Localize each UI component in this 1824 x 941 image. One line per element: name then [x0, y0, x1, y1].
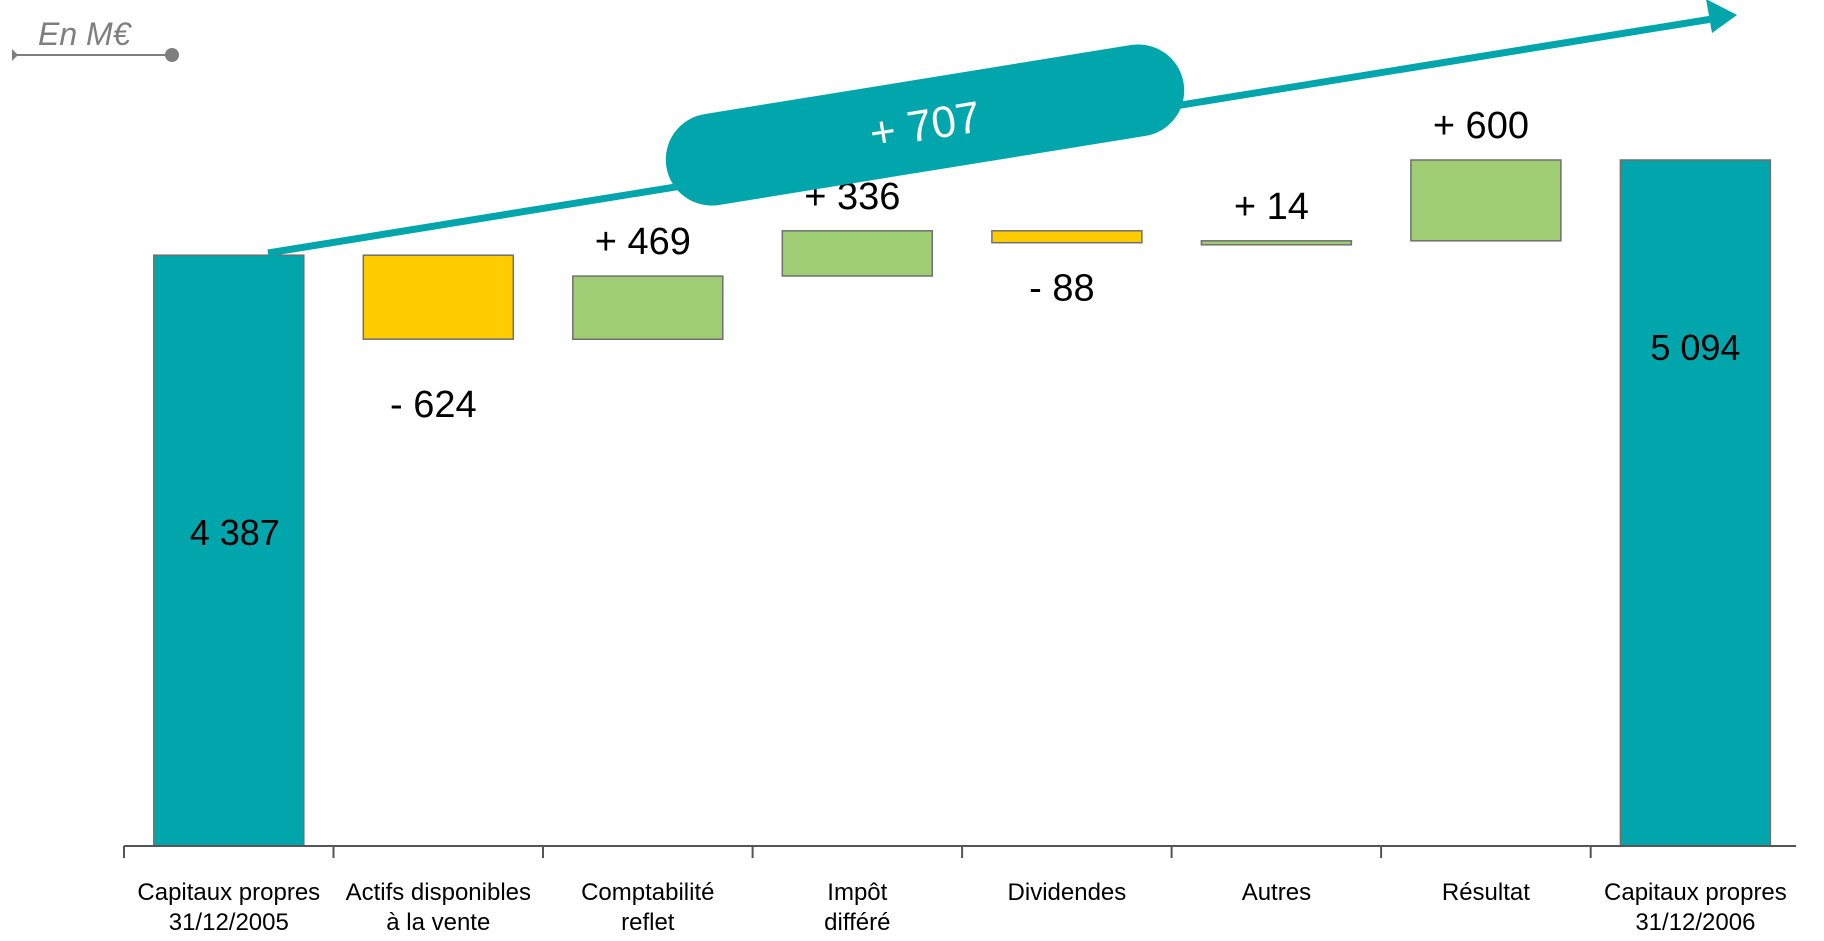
value-label-3: + 469 — [595, 221, 691, 263]
unit-indicator-dot — [165, 48, 179, 62]
bar-4 — [781, 230, 934, 277]
category-label-line: différé — [824, 909, 890, 936]
category-label-line: Capitaux propres — [137, 879, 320, 906]
value-label-1: 4 387 — [190, 512, 280, 553]
value-label-8: 5 094 — [1650, 327, 1740, 368]
bar-3 — [572, 275, 724, 341]
category-label-line: Résultat — [1442, 879, 1530, 906]
unit-indicator: En M€ — [12, 16, 179, 62]
category-label-line: Autres — [1242, 879, 1311, 906]
category-label-line: Comptabilité — [581, 879, 714, 906]
category-label-1: Capitaux propres 31/12/2005 — [137, 879, 320, 936]
category-labels-layer: Capitaux propres 31/12/2005 Actifs disponi… — [137, 879, 1786, 936]
value-label-7: + 600 — [1433, 105, 1529, 147]
category-label-4: Impôt différé — [824, 879, 890, 936]
value-label-6: + 14 — [1234, 186, 1309, 228]
unit-indicator-left-tick — [12, 49, 18, 61]
category-label-8: Capitaux propres 31/12/2006 — [1604, 879, 1787, 936]
x-axis — [123, 845, 1796, 858]
bar-2 — [362, 254, 515, 340]
category-label-2: Actifs disponibles à la vente — [346, 879, 531, 936]
category-label-7: Résultat — [1442, 879, 1530, 906]
bars-layer — [153, 159, 1772, 847]
category-label-line: Dividendes — [1008, 879, 1127, 906]
bar-6 — [1200, 240, 1353, 246]
category-label-line: 31/12/2006 — [1635, 909, 1755, 936]
bar-5 — [991, 230, 1143, 244]
category-label-line: reflet — [621, 909, 675, 936]
bar-8 — [1619, 159, 1772, 847]
category-label-5: Dividendes — [1008, 879, 1127, 906]
bar-7 — [1410, 159, 1562, 242]
growth-arrow-head — [1706, 0, 1737, 33]
category-label-line: à la vente — [386, 909, 490, 936]
growth-pill — [665, 44, 1185, 206]
category-label-line: 31/12/2005 — [169, 909, 289, 936]
category-label-3: Comptabilité reflet — [581, 879, 714, 936]
category-label-line: Actifs disponibles — [346, 879, 531, 906]
unit-label: En M€ — [38, 16, 133, 52]
value-label-2: - 624 — [390, 384, 477, 426]
growth-arrow: + 707 — [267, 0, 1737, 257]
category-label-6: Autres — [1242, 879, 1311, 906]
category-label-line: Impôt — [827, 879, 887, 906]
category-label-line: Capitaux propres — [1604, 879, 1787, 906]
value-label-5: - 88 — [1029, 268, 1094, 310]
